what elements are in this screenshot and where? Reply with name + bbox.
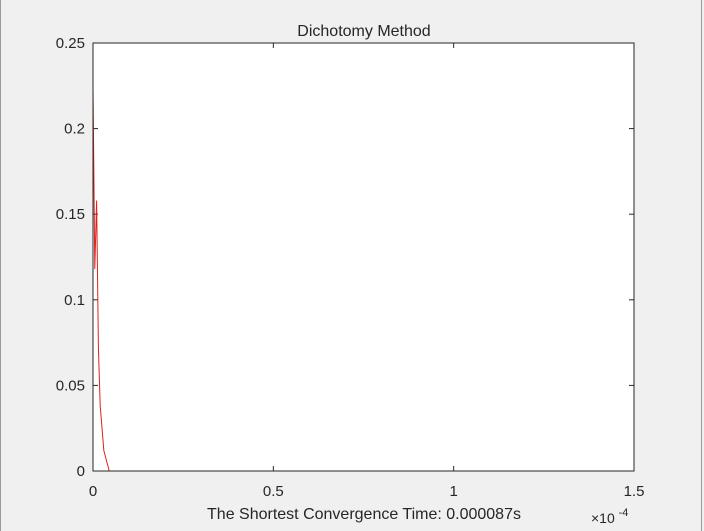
chart-title: Dichotomy Method	[297, 23, 430, 40]
y-tick-label: 0.25	[56, 35, 85, 52]
window-left-edge	[0, 0, 1, 531]
y-tick-label: 0.1	[64, 292, 85, 309]
x-tick-label: 1.5	[624, 483, 645, 500]
x-tick-label: 1	[449, 483, 457, 500]
y-tick-label: 0.05	[56, 377, 85, 394]
x-axis-label: The Shortest Convergence Time: 0.000087s	[207, 506, 521, 523]
x-tick-label: 0.5	[263, 483, 284, 500]
x-tick-label: 0	[89, 483, 97, 500]
ticks-layer: 0 0.5 1 1.5 0 0.05 0.1 0.15 0.2 0.25	[56, 35, 645, 500]
x-exponent-label: ×10 -4	[591, 507, 628, 526]
y-tick-label: 0.2	[64, 121, 85, 138]
plot-area	[93, 43, 634, 471]
y-tick-label: 0	[77, 463, 85, 480]
x-exponent-power: -4	[619, 507, 629, 519]
x-exponent-base: ×10	[591, 510, 615, 526]
plot-border	[92, 42, 635, 472]
window-right-edge	[701, 0, 702, 531]
y-tick-label: 0.15	[56, 206, 85, 223]
